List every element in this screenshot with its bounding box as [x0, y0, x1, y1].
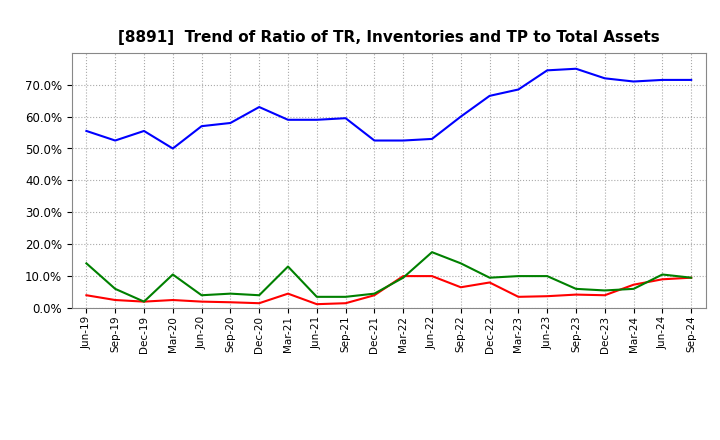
Line: Trade Payables: Trade Payables — [86, 252, 691, 302]
Trade Payables — [111, 286, 120, 291]
Trade Payables — [197, 293, 206, 298]
Trade Payables — [226, 291, 235, 296]
Trade Receivables — [341, 301, 350, 306]
Inventories — [485, 93, 494, 99]
Inventories — [456, 114, 465, 119]
Trade Receivables — [543, 293, 552, 299]
Title: [8891]  Trend of Ratio of TR, Inventories and TP to Total Assets: [8891] Trend of Ratio of TR, Inventories… — [118, 29, 660, 45]
Inventories — [197, 124, 206, 129]
Inventories — [312, 117, 321, 122]
Inventories — [658, 77, 667, 83]
Trade Receivables — [600, 293, 609, 298]
Trade Receivables — [284, 291, 292, 296]
Trade Payables — [629, 286, 638, 291]
Trade Payables — [82, 260, 91, 266]
Inventories — [82, 128, 91, 134]
Trade Receivables — [111, 297, 120, 303]
Inventories — [168, 146, 177, 151]
Inventories — [399, 138, 408, 143]
Trade Receivables — [428, 273, 436, 279]
Inventories — [255, 104, 264, 110]
Trade Receivables — [629, 282, 638, 287]
Trade Payables — [255, 293, 264, 298]
Inventories — [572, 66, 580, 71]
Line: Trade Receivables: Trade Receivables — [86, 276, 691, 304]
Inventories — [284, 117, 292, 122]
Trade Payables — [428, 249, 436, 255]
Trade Payables — [600, 288, 609, 293]
Trade Receivables — [485, 280, 494, 285]
Inventories — [341, 116, 350, 121]
Trade Receivables — [572, 292, 580, 297]
Inventories — [687, 77, 696, 83]
Inventories — [514, 87, 523, 92]
Trade Payables — [312, 294, 321, 300]
Trade Receivables — [82, 293, 91, 298]
Trade Payables — [687, 275, 696, 280]
Trade Receivables — [370, 293, 379, 298]
Inventories — [600, 76, 609, 81]
Trade Payables — [370, 291, 379, 296]
Trade Payables — [140, 299, 148, 304]
Trade Payables — [514, 273, 523, 279]
Inventories — [428, 136, 436, 142]
Trade Receivables — [399, 273, 408, 279]
Trade Payables — [341, 294, 350, 300]
Trade Payables — [168, 272, 177, 277]
Trade Payables — [658, 272, 667, 277]
Line: Inventories: Inventories — [86, 69, 691, 149]
Trade Payables — [543, 273, 552, 279]
Trade Receivables — [197, 299, 206, 304]
Trade Receivables — [255, 301, 264, 306]
Trade Receivables — [687, 275, 696, 280]
Trade Receivables — [168, 297, 177, 303]
Trade Receivables — [514, 294, 523, 300]
Inventories — [111, 138, 120, 143]
Inventories — [226, 121, 235, 126]
Trade Payables — [485, 275, 494, 280]
Trade Payables — [456, 260, 465, 266]
Inventories — [629, 79, 638, 84]
Trade Receivables — [226, 300, 235, 305]
Trade Payables — [284, 264, 292, 269]
Trade Payables — [399, 275, 408, 280]
Trade Receivables — [456, 285, 465, 290]
Trade Receivables — [140, 299, 148, 304]
Trade Payables — [572, 286, 580, 291]
Inventories — [543, 68, 552, 73]
Inventories — [370, 138, 379, 143]
Inventories — [140, 128, 148, 134]
Trade Receivables — [658, 277, 667, 282]
Trade Receivables — [312, 301, 321, 307]
